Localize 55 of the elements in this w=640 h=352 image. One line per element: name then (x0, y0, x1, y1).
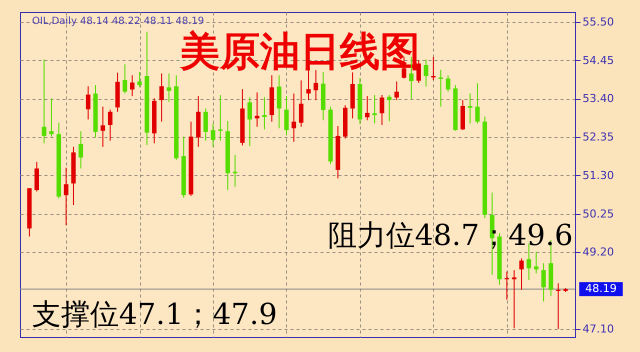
candlestick (298, 80, 304, 128)
candlestick (556, 282, 560, 330)
candlestick (475, 82, 480, 124)
candlestick (130, 74, 134, 97)
candlestick (446, 74, 450, 92)
annotation: 阻力位48.7；49.6 (328, 218, 573, 252)
ref-line-label: 48.19 (585, 282, 617, 296)
candlestick (314, 70, 318, 101)
candlestick (541, 262, 546, 302)
candlestick (254, 92, 260, 128)
candlestick (166, 72, 172, 102)
annotation: 支撑位47.1；47.9 (32, 297, 278, 331)
candlestick (210, 123, 216, 148)
candlestick (262, 96, 267, 130)
candlestick (276, 74, 282, 129)
candlestick (42, 59, 46, 144)
candlestick (49, 98, 54, 138)
candlestick (416, 60, 421, 84)
y-tick-label: 55.50 (582, 15, 614, 28)
candlestick (365, 96, 370, 121)
y-tick-label: 49.20 (582, 246, 614, 259)
candlestick (292, 93, 296, 142)
y-tick-label: 53.40 (582, 92, 614, 106)
candlestick (519, 258, 524, 290)
y-tick-label: 51.30 (582, 168, 614, 182)
candlestick (218, 94, 223, 142)
candlestick (108, 109, 112, 142)
candlestick (78, 130, 84, 169)
candlestick (64, 167, 68, 226)
candlestick (122, 64, 128, 94)
candlestick (86, 86, 90, 120)
candlestick (203, 108, 208, 142)
candlestick (284, 96, 289, 136)
candlestick (504, 271, 510, 300)
candlestick (534, 251, 538, 274)
candlestick (431, 56, 436, 80)
y-tick-label: 52.35 (582, 130, 614, 144)
y-tick-label: 54.45 (582, 54, 614, 67)
candlestick (490, 192, 494, 276)
annotation: OIL,Daily 48.14 48.22 48.11 48.19 (32, 16, 204, 27)
candlestick (424, 59, 428, 88)
candlestick (394, 80, 399, 101)
candlestick (137, 71, 142, 88)
candlestick (100, 106, 106, 148)
candlestick (159, 72, 164, 122)
y-tick-label: 50.25 (582, 207, 614, 220)
candlestick (460, 100, 466, 131)
candlestick (387, 94, 392, 122)
candlestick (34, 161, 39, 192)
candlestick (248, 96, 252, 147)
candlestick (380, 94, 384, 126)
chart-title: 美原油日线图 (179, 28, 420, 75)
candlestick (468, 93, 472, 124)
y-tick-label: 47.10 (582, 322, 614, 336)
candlestick (438, 69, 443, 108)
